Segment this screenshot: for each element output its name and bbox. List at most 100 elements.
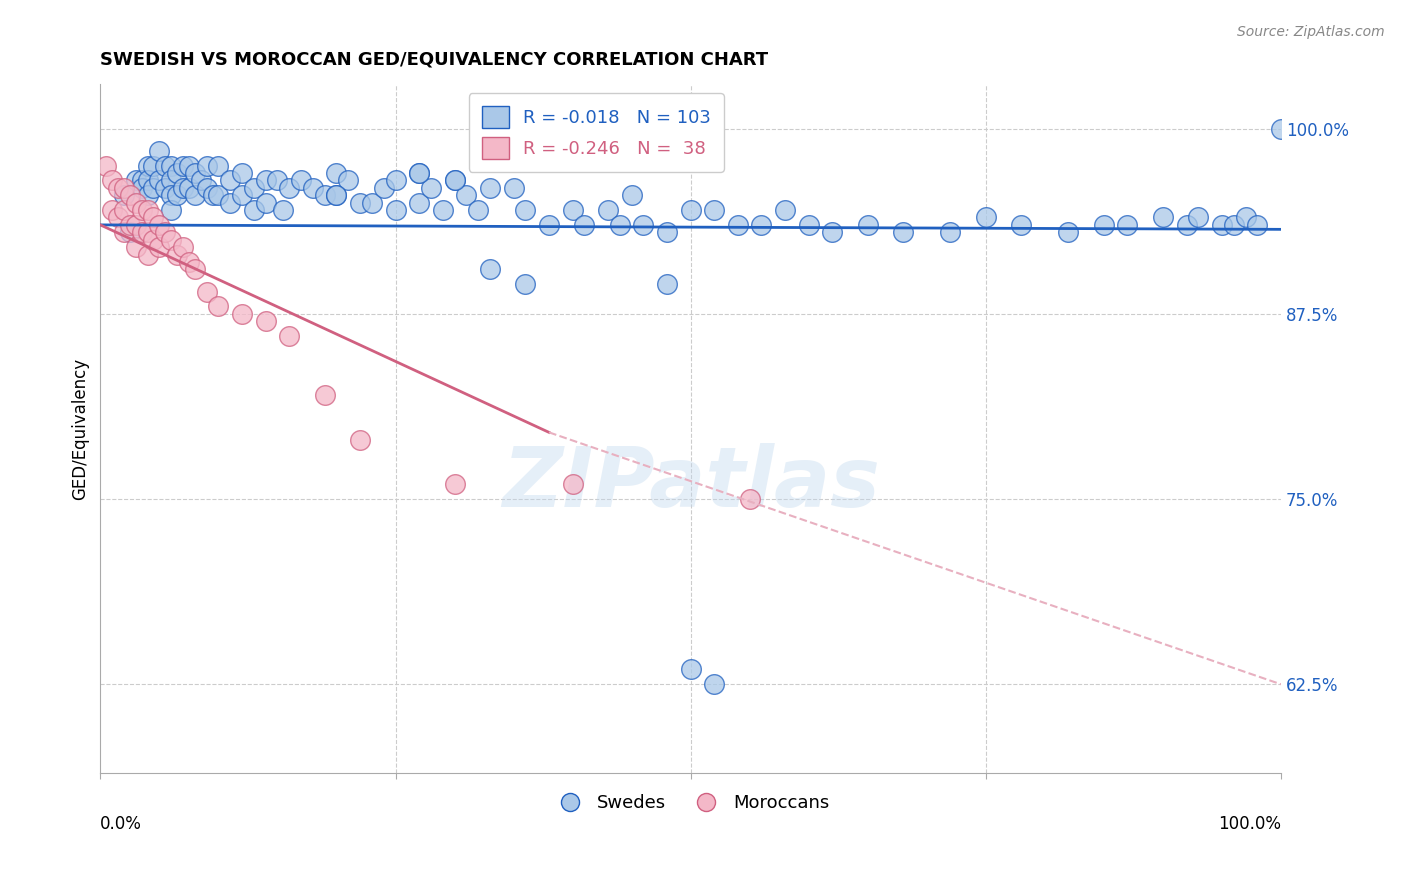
Point xyxy=(136,188,159,202)
Point xyxy=(655,277,678,292)
Point xyxy=(172,159,194,173)
Point xyxy=(166,247,188,261)
Point xyxy=(266,173,288,187)
Point xyxy=(107,181,129,195)
Point xyxy=(101,203,124,218)
Point xyxy=(361,195,384,210)
Point xyxy=(561,477,583,491)
Point xyxy=(219,195,242,210)
Point xyxy=(131,203,153,218)
Point xyxy=(254,195,277,210)
Point xyxy=(467,203,489,218)
Point xyxy=(797,218,820,232)
Point xyxy=(112,203,135,218)
Point xyxy=(325,188,347,202)
Point xyxy=(574,218,596,232)
Point xyxy=(125,195,148,210)
Text: 0.0%: 0.0% xyxy=(100,814,142,832)
Point xyxy=(821,225,844,239)
Point xyxy=(633,218,655,232)
Text: SWEDISH VS MOROCCAN GED/EQUIVALENCY CORRELATION CHART: SWEDISH VS MOROCCAN GED/EQUIVALENCY CORR… xyxy=(100,51,769,69)
Point xyxy=(131,225,153,239)
Point xyxy=(177,159,200,173)
Point xyxy=(155,159,177,173)
Point xyxy=(184,262,207,277)
Point xyxy=(254,314,277,328)
Point xyxy=(118,218,141,232)
Point xyxy=(443,477,465,491)
Point xyxy=(1092,218,1115,232)
Point xyxy=(478,262,501,277)
Point xyxy=(537,218,560,232)
Point xyxy=(142,233,165,247)
Point xyxy=(349,195,371,210)
Point xyxy=(231,188,253,202)
Point xyxy=(131,181,153,195)
Point xyxy=(738,491,761,506)
Point xyxy=(184,166,207,180)
Point xyxy=(160,159,183,173)
Point xyxy=(1270,121,1292,136)
Point xyxy=(155,225,177,239)
Point xyxy=(703,677,725,691)
Point xyxy=(195,181,218,195)
Point xyxy=(136,247,159,261)
Point xyxy=(773,203,796,218)
Point xyxy=(201,188,224,202)
Point xyxy=(419,181,441,195)
Point xyxy=(408,195,430,210)
Point xyxy=(160,173,183,187)
Point xyxy=(939,225,962,239)
Point xyxy=(166,166,188,180)
Point xyxy=(107,211,129,225)
Point xyxy=(207,159,229,173)
Point xyxy=(184,188,207,202)
Point xyxy=(302,181,325,195)
Point xyxy=(131,173,153,187)
Point xyxy=(314,188,336,202)
Y-axis label: GED/Equivalency: GED/Equivalency xyxy=(72,358,89,500)
Point xyxy=(273,203,295,218)
Point xyxy=(408,166,430,180)
Point xyxy=(515,277,537,292)
Point xyxy=(314,388,336,402)
Point xyxy=(172,181,194,195)
Point xyxy=(148,173,170,187)
Point xyxy=(125,218,148,232)
Text: Source: ZipAtlas.com: Source: ZipAtlas.com xyxy=(1237,25,1385,39)
Point xyxy=(195,285,218,299)
Point xyxy=(136,203,159,218)
Point xyxy=(118,225,141,239)
Point xyxy=(751,218,773,232)
Point xyxy=(155,181,177,195)
Point xyxy=(1234,211,1257,225)
Point xyxy=(207,300,229,314)
Point xyxy=(160,203,183,218)
Point xyxy=(1116,218,1139,232)
Point xyxy=(243,203,266,218)
Legend: Swedes, Moroccans: Swedes, Moroccans xyxy=(544,787,837,819)
Point xyxy=(148,240,170,254)
Point xyxy=(561,203,583,218)
Point xyxy=(148,144,170,158)
Point xyxy=(1211,218,1233,232)
Point xyxy=(502,181,524,195)
Point xyxy=(177,181,200,195)
Point xyxy=(337,173,360,187)
Point xyxy=(620,188,643,202)
Point xyxy=(373,181,395,195)
Point xyxy=(136,159,159,173)
Point xyxy=(125,173,148,187)
Point xyxy=(190,173,212,187)
Point xyxy=(891,225,914,239)
Point xyxy=(515,203,537,218)
Point xyxy=(166,188,188,202)
Point xyxy=(112,188,135,202)
Point xyxy=(974,211,997,225)
Point xyxy=(219,173,242,187)
Point xyxy=(142,159,165,173)
Point xyxy=(679,203,702,218)
Point xyxy=(679,663,702,677)
Point xyxy=(1175,218,1198,232)
Point xyxy=(278,181,301,195)
